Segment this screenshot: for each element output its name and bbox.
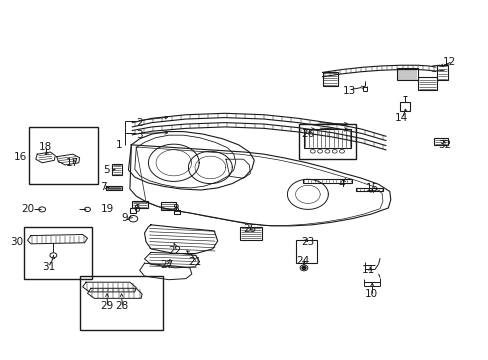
Bar — [322, 72, 337, 86]
Text: 15: 15 — [365, 183, 378, 193]
Text: 27: 27 — [160, 260, 173, 270]
Text: 11: 11 — [362, 265, 375, 275]
Text: 14: 14 — [394, 113, 407, 123]
Bar — [130, 208, 136, 213]
Text: 9: 9 — [122, 213, 128, 222]
Text: 30: 30 — [10, 237, 23, 247]
Bar — [105, 186, 122, 190]
Text: 4: 4 — [338, 179, 345, 189]
Text: 6: 6 — [133, 204, 139, 214]
Text: 10: 10 — [364, 289, 377, 299]
Text: 19: 19 — [100, 204, 113, 215]
Text: 21: 21 — [188, 257, 201, 267]
Bar — [436, 65, 447, 80]
Bar — [160, 202, 176, 211]
Bar — [433, 138, 447, 145]
Text: 24: 24 — [296, 256, 309, 266]
Bar — [80, 276, 162, 330]
Text: 28: 28 — [115, 301, 128, 311]
Bar — [355, 188, 383, 192]
Text: 31: 31 — [42, 262, 55, 272]
Bar — [29, 127, 98, 184]
Text: 7: 7 — [100, 182, 106, 192]
Text: 8: 8 — [172, 204, 178, 214]
Bar — [417, 77, 436, 90]
Bar — [304, 129, 350, 148]
Text: 12: 12 — [442, 57, 455, 67]
Bar — [303, 179, 351, 183]
Text: 16: 16 — [14, 152, 27, 162]
Text: 26: 26 — [301, 129, 314, 139]
Text: 13: 13 — [342, 86, 355, 96]
Text: 32: 32 — [437, 140, 450, 150]
Text: 1: 1 — [116, 140, 122, 150]
Text: 29: 29 — [100, 301, 113, 311]
Bar — [399, 102, 409, 111]
Text: 23: 23 — [301, 237, 314, 247]
Text: 20: 20 — [21, 204, 34, 215]
Bar — [239, 227, 261, 240]
Bar — [112, 164, 122, 175]
Text: 5: 5 — [103, 165, 110, 175]
Bar — [173, 211, 180, 214]
Bar — [295, 240, 316, 263]
Bar — [132, 201, 148, 208]
Text: 2: 2 — [136, 118, 142, 128]
Bar — [24, 227, 92, 279]
Circle shape — [302, 266, 305, 269]
Bar — [299, 125, 355, 159]
Text: 22: 22 — [168, 246, 182, 256]
Text: 3: 3 — [136, 130, 142, 140]
Text: 25: 25 — [242, 225, 256, 234]
Bar — [396, 68, 417, 80]
Text: 17: 17 — [66, 158, 80, 168]
Text: 18: 18 — [39, 142, 52, 152]
